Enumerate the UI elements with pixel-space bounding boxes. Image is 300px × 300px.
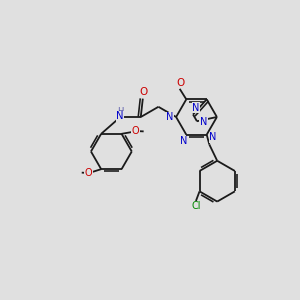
Text: N: N: [192, 103, 200, 113]
Text: N: N: [200, 117, 207, 128]
Text: O: O: [132, 126, 140, 136]
Text: O: O: [176, 78, 184, 88]
Text: N: N: [116, 111, 124, 122]
Text: Cl: Cl: [191, 201, 201, 212]
Text: O: O: [139, 87, 148, 97]
Text: H: H: [117, 107, 123, 116]
Text: N: N: [209, 132, 216, 142]
Text: N: N: [167, 112, 174, 122]
Text: O: O: [85, 168, 92, 178]
Text: N: N: [180, 136, 188, 146]
